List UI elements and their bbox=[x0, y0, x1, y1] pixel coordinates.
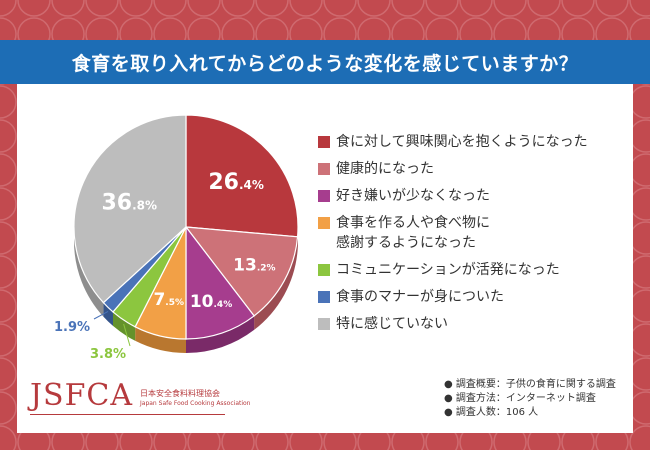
bg-circle bbox=[187, 0, 221, 17]
bg-circle bbox=[629, 425, 650, 450]
legend-swatch bbox=[318, 291, 330, 303]
label-int: 36 bbox=[101, 191, 132, 216]
bg-circle bbox=[51, 0, 85, 17]
bg-circle bbox=[153, 0, 187, 17]
chart-title: 食育を取り入れてからどのような変化を感じていますか？ bbox=[71, 52, 579, 75]
legend-item: 好き嫌いが少なくなった bbox=[318, 186, 618, 206]
bg-circle bbox=[0, 221, 17, 255]
label-int: 10 bbox=[190, 292, 214, 312]
bg-circle bbox=[0, 425, 17, 450]
pie-slice-label: 13.2% bbox=[233, 256, 275, 276]
legend-swatch bbox=[318, 136, 330, 148]
bg-circle bbox=[221, 0, 255, 17]
legend-label: 特に感じていない bbox=[336, 316, 448, 332]
survey-count: ● 調査人数：106 人 bbox=[444, 407, 539, 418]
survey-overview: ● 調査概要：子供の食育に関する調査 bbox=[444, 379, 616, 390]
legend-swatch bbox=[318, 217, 330, 229]
legend-label: 食事を作る人や食べ物に 感謝するようになった bbox=[336, 215, 490, 251]
label-dec: .4% bbox=[214, 300, 233, 310]
bg-circle bbox=[0, 17, 17, 51]
bg-circle bbox=[0, 289, 17, 323]
bg-circle bbox=[119, 0, 153, 17]
label-dec: .8% bbox=[132, 199, 157, 213]
pie-slice bbox=[185, 114, 299, 238]
legend: 食に対して興味関心を抱くようになった 健康的になった 好き嫌いが少なくなった 食… bbox=[318, 132, 618, 341]
bg-circle bbox=[595, 0, 629, 17]
legend-label: 食事のマナーが身についた bbox=[336, 289, 504, 305]
leader-line bbox=[93, 310, 109, 320]
label-dec: .4% bbox=[239, 178, 264, 192]
legend-item: 食事を作る人や食べ物に 感謝するようになった bbox=[318, 213, 618, 253]
legend-label: コミュニケーションが活発になった bbox=[336, 262, 560, 278]
pie-slice-label: 3.8% bbox=[90, 347, 126, 362]
bg-circle bbox=[85, 0, 119, 17]
pie-slice-label: 36.8% bbox=[101, 191, 157, 216]
bg-circle bbox=[629, 0, 650, 17]
legend-item: 健康的になった bbox=[318, 159, 618, 179]
bg-circle bbox=[561, 0, 595, 17]
pie-slice-label: 1.9% bbox=[54, 320, 90, 335]
legend-label: 好き嫌いが少なくなった bbox=[336, 188, 490, 204]
jsfca-logo: JSFCA 日本安全食料料理協会 Japan Safe Food Cooking… bbox=[30, 378, 251, 415]
legend-label: 食に対して興味関心を抱くようになった bbox=[336, 134, 588, 150]
bg-circle bbox=[493, 0, 527, 17]
legend-item: 特に感じていない bbox=[318, 314, 618, 334]
legend-swatch bbox=[318, 318, 330, 330]
pie-slice-label: 10.4% bbox=[190, 292, 232, 312]
bg-circle bbox=[0, 357, 17, 391]
bg-circle bbox=[357, 0, 391, 17]
pie-slice bbox=[73, 114, 187, 304]
bg-circle bbox=[459, 0, 493, 17]
label-dec: .2% bbox=[257, 264, 276, 274]
label-int: 13 bbox=[233, 256, 257, 276]
bg-circle bbox=[0, 153, 17, 187]
bg-circle bbox=[0, 119, 17, 153]
pie-slice-side bbox=[103, 302, 113, 326]
bg-circle bbox=[0, 187, 17, 221]
bg-circle bbox=[289, 0, 323, 17]
pie-slice-label: 26.4% bbox=[208, 170, 264, 195]
pie-slice bbox=[185, 225, 255, 340]
bg-circle bbox=[0, 391, 17, 425]
bg-circle bbox=[0, 323, 17, 357]
bg-circle bbox=[255, 0, 289, 17]
pie-slice bbox=[184, 226, 299, 317]
logo-japanese-name: 日本安全食料料理協会 bbox=[140, 389, 220, 398]
label-int: 7 bbox=[153, 290, 165, 310]
legend-item: コミュニケーションが活発になった bbox=[318, 260, 618, 280]
bg-circle bbox=[323, 0, 357, 17]
label-int: 26 bbox=[208, 170, 239, 195]
leader-line bbox=[123, 323, 131, 347]
legend-swatch bbox=[318, 190, 330, 202]
pie-slice-side bbox=[135, 326, 186, 353]
logo-mark: JSFCA bbox=[30, 378, 134, 413]
legend-label: 健康的になった bbox=[336, 161, 434, 177]
legend-swatch bbox=[318, 264, 330, 276]
bg-circle bbox=[17, 0, 51, 17]
legend-swatch bbox=[318, 163, 330, 175]
survey-method: ● 調査方法：インターネット調査 bbox=[444, 393, 596, 404]
bg-circle bbox=[0, 85, 17, 119]
pie-slice-label: 7.5% bbox=[153, 290, 184, 310]
bg-circle bbox=[0, 255, 17, 289]
label-dec: .5% bbox=[165, 298, 184, 308]
bg-circle bbox=[425, 0, 459, 17]
survey-info: ● 調査概要：子供の食育に関する調査 ● 調査方法：インターネット調査 ● 調査… bbox=[444, 378, 616, 420]
bg-circle bbox=[527, 0, 561, 17]
legend-item: 食に対して興味関心を抱くようになった bbox=[318, 132, 618, 152]
logo-underline bbox=[30, 414, 225, 415]
logo-english-name: Japan Safe Food Cooking Association bbox=[140, 400, 251, 407]
bg-circle bbox=[391, 0, 425, 17]
legend-item: 食事のマナーが身についた bbox=[318, 287, 618, 307]
title-bar: 食育を取り入れてからどのような変化を感じていますか？ bbox=[0, 40, 650, 84]
